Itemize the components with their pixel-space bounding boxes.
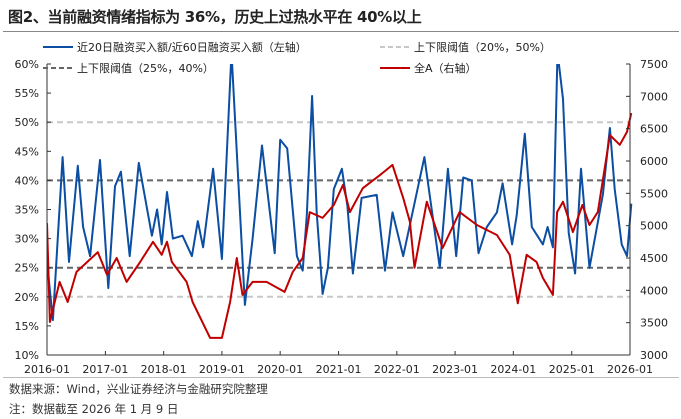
x-tick-label: 2026-01 (607, 363, 653, 376)
left-tick-label: 30% (15, 233, 39, 246)
footer-divider (3, 377, 679, 378)
left-tick-label: 10% (15, 349, 39, 362)
x-tick-label: 2021-01 (316, 363, 362, 376)
x-tick-label: 2024-01 (490, 363, 536, 376)
x-tick-label: 2018-01 (141, 363, 187, 376)
right-tick-label: 7000 (640, 90, 668, 103)
right-tick-label: 6500 (640, 123, 668, 136)
left-tick-label: 40% (15, 174, 39, 187)
legend-label: 全A（右轴） (414, 61, 477, 75)
left-tick-label: 60% (15, 58, 39, 71)
chart-title: 图2、当前融资情绪指标为 36%，历史上过热水平在 40%以上 (8, 8, 422, 26)
x-tick-label: 2017-01 (82, 363, 128, 376)
title-divider (3, 31, 679, 32)
x-tick-label: 2016-01 (24, 363, 70, 376)
right-tick-label: 3000 (640, 349, 668, 362)
x-tick-label: 2025-01 (549, 363, 595, 376)
left-tick-label: 35% (15, 204, 39, 217)
legend-label: 上下限阈值（20%，50%） (414, 40, 551, 54)
series-line-financing-ratio (47, 64, 633, 322)
data-source: 数据来源：Wind，兴业证券经济与金融研究院整理 (9, 382, 268, 396)
right-tick-label: 6000 (640, 155, 668, 168)
legend-label: 近20日融资买入额/近60日融资买入额（左轴） (77, 40, 307, 54)
series-line-all-a-index (47, 112, 633, 339)
right-tick-label: 4500 (640, 252, 668, 265)
x-tick-label: 2022-01 (374, 363, 420, 376)
left-tick-label: 15% (15, 320, 39, 333)
left-tick-label: 25% (15, 262, 39, 275)
right-tick-label: 7500 (640, 58, 668, 71)
data-note: 注：数据截至 2026 年 1 月 9 日 (9, 402, 179, 416)
right-tick-label: 4000 (640, 284, 668, 297)
right-tick-label: 3500 (640, 317, 668, 330)
chart: 10% 15% 20% 25% 30% 35% 40% 45% 50% 55% 60% 3000 350… (15, 40, 668, 376)
left-tick-label: 20% (15, 291, 39, 304)
legend-label: 上下限阈值（25%，40%） (77, 61, 214, 75)
x-tick-label: 2023-01 (432, 363, 478, 376)
x-tick-label: 2020-01 (257, 363, 303, 376)
right-tick-label: 5000 (640, 220, 668, 233)
left-tick-label: 45% (15, 145, 39, 158)
right-tick-label: 5500 (640, 187, 668, 200)
left-tick-label: 55% (15, 87, 39, 100)
left-tick-label: 50% (15, 116, 39, 129)
x-tick-label: 2019-01 (199, 363, 245, 376)
